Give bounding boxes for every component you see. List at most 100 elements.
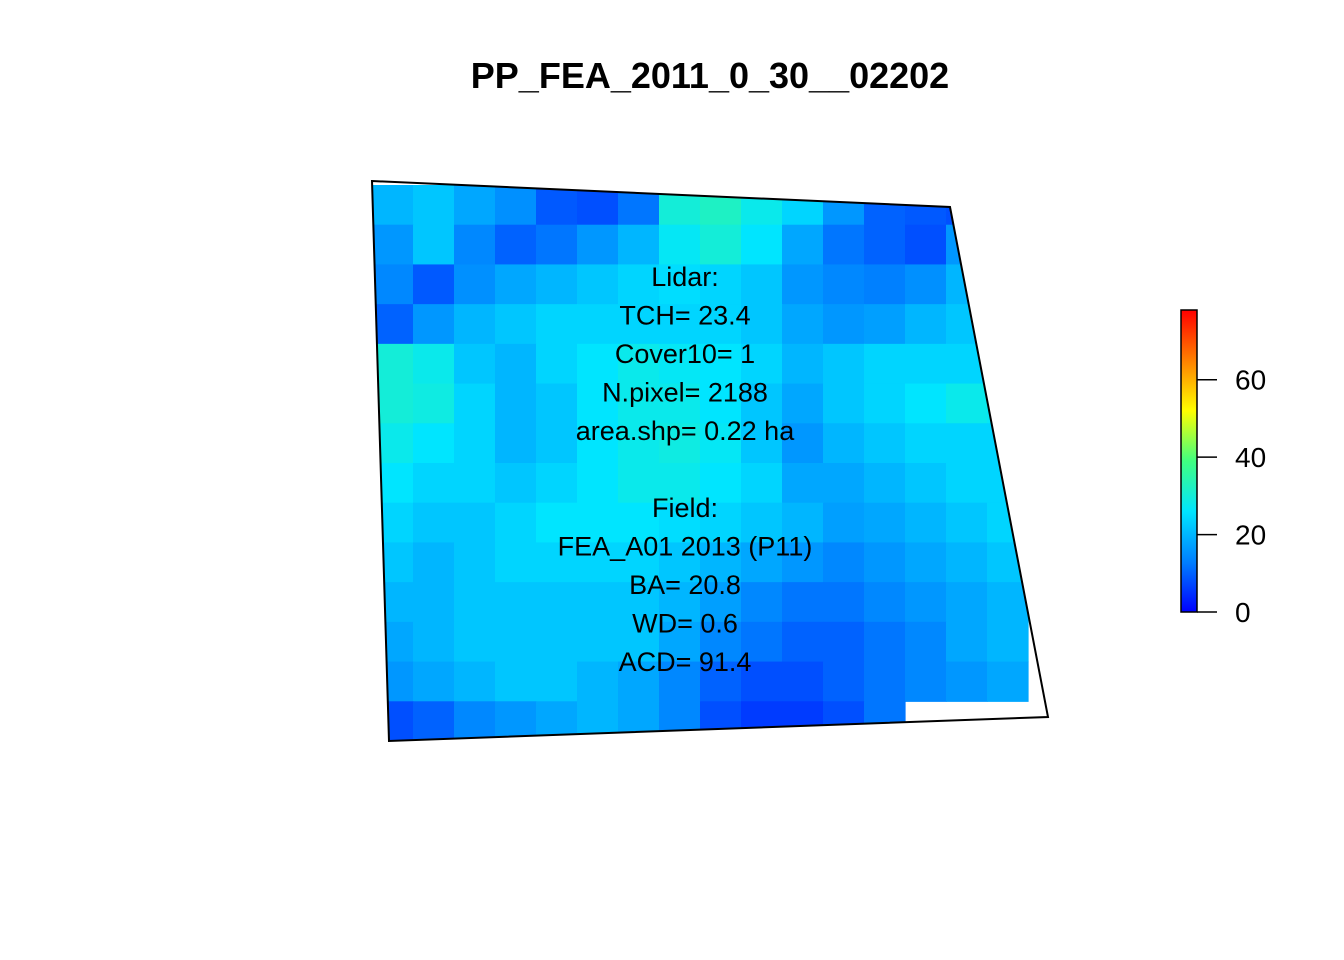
raster-cell xyxy=(823,383,865,424)
raster-cell xyxy=(741,621,783,663)
raster-cell xyxy=(823,463,865,504)
raster-cell xyxy=(495,383,537,424)
raster-cell xyxy=(413,502,455,544)
raster-cell xyxy=(782,185,824,226)
raster-cell xyxy=(905,264,947,305)
raster-cell xyxy=(782,463,824,504)
raster-cell xyxy=(946,224,988,266)
raster-cell xyxy=(618,224,660,266)
raster-cell xyxy=(536,423,578,464)
raster-cell xyxy=(864,383,906,424)
annotation-line: Cover10= 1 xyxy=(615,339,755,369)
raster-cell xyxy=(905,343,947,385)
raster-cell xyxy=(782,502,824,544)
raster-cell xyxy=(823,582,865,623)
raster-cell xyxy=(495,621,537,663)
raster-cell xyxy=(700,661,742,702)
raster-cell xyxy=(413,264,455,305)
raster-cell xyxy=(741,582,783,623)
raster-cell xyxy=(823,661,865,702)
colorbar-bar xyxy=(1180,309,1198,613)
raster-cell xyxy=(741,502,783,544)
raster-cell xyxy=(413,582,455,623)
raster-cell xyxy=(659,185,701,226)
raster-cell xyxy=(495,343,537,385)
raster-cell xyxy=(454,542,496,583)
raster-cell xyxy=(413,343,455,385)
raster-cell xyxy=(946,621,988,663)
raster-cell xyxy=(454,661,496,702)
raster-cell xyxy=(987,661,1029,702)
colorbar-tick-label: 20 xyxy=(1235,520,1266,551)
raster-cell xyxy=(946,502,988,544)
raster-cell xyxy=(413,542,455,583)
annotation-line: FEA_A01 2013 (P11) xyxy=(558,532,813,562)
raster-cell xyxy=(536,224,578,266)
raster-cell xyxy=(700,502,742,544)
raster-cell xyxy=(495,185,537,226)
raster-cell xyxy=(700,542,742,583)
raster-cell xyxy=(741,423,783,464)
annotation-line: WD= 0.6 xyxy=(632,609,738,639)
raster-cell xyxy=(700,185,742,226)
raster-cell xyxy=(577,343,619,385)
raster-cell xyxy=(659,621,701,663)
raster-cell xyxy=(700,423,742,464)
raster-cell xyxy=(741,304,783,345)
raster-cell xyxy=(536,542,578,583)
raster-cell xyxy=(741,264,783,305)
raster-cell xyxy=(413,304,455,345)
raster-cell xyxy=(864,343,906,385)
raster-cell xyxy=(741,542,783,583)
annotation-line: area.shp= 0.22 ha xyxy=(576,416,795,446)
raster-cell xyxy=(372,185,414,226)
raster-cell xyxy=(454,463,496,504)
raster-cell xyxy=(618,304,660,345)
raster-cell xyxy=(372,661,414,702)
raster-cell xyxy=(946,542,988,583)
raster-cell xyxy=(413,661,455,702)
raster-cell xyxy=(905,502,947,544)
raster-cell xyxy=(495,502,537,544)
raster-cell xyxy=(577,264,619,305)
raster-cell xyxy=(618,264,660,305)
raster-cell xyxy=(577,542,619,583)
raster-cell xyxy=(905,224,947,266)
raster-cell xyxy=(905,661,947,702)
raster-cell xyxy=(454,343,496,385)
raster-cell xyxy=(618,502,660,544)
raster-cell xyxy=(741,463,783,504)
raster-cell xyxy=(413,463,455,504)
raster-cell xyxy=(495,224,537,266)
plot-boundary xyxy=(370,179,1050,743)
annotation-line: BA= 20.8 xyxy=(629,570,741,600)
raster-cell xyxy=(454,701,496,741)
annotation-line: ACD= 91.4 xyxy=(619,647,752,677)
raster-cell xyxy=(577,224,619,266)
raster-cell xyxy=(659,701,701,741)
raster-cell xyxy=(372,582,414,623)
raster-cell xyxy=(782,383,824,424)
raster-cell xyxy=(413,383,455,424)
raster-cell xyxy=(864,423,906,464)
annotation-line: TCH= 23.4 xyxy=(619,301,750,331)
raster-cell xyxy=(864,224,906,266)
raster-cell xyxy=(823,621,865,663)
raster-cell xyxy=(454,185,496,226)
raster-cell xyxy=(659,383,701,424)
raster-cell xyxy=(495,661,537,702)
raster-cell xyxy=(372,621,414,663)
raster-cell xyxy=(700,224,742,266)
raster-cell xyxy=(495,304,537,345)
raster-cell xyxy=(536,185,578,226)
raster-cell xyxy=(946,661,988,702)
raster-cell xyxy=(700,304,742,345)
raster-cell xyxy=(864,304,906,345)
chart-title: PP_FEA_2011_0_30__02202 xyxy=(470,55,950,96)
raster-cell xyxy=(946,304,988,345)
raster-cell xyxy=(700,264,742,305)
raster-cell xyxy=(782,343,824,385)
raster-cell xyxy=(495,582,537,623)
raster-cell xyxy=(700,463,742,504)
